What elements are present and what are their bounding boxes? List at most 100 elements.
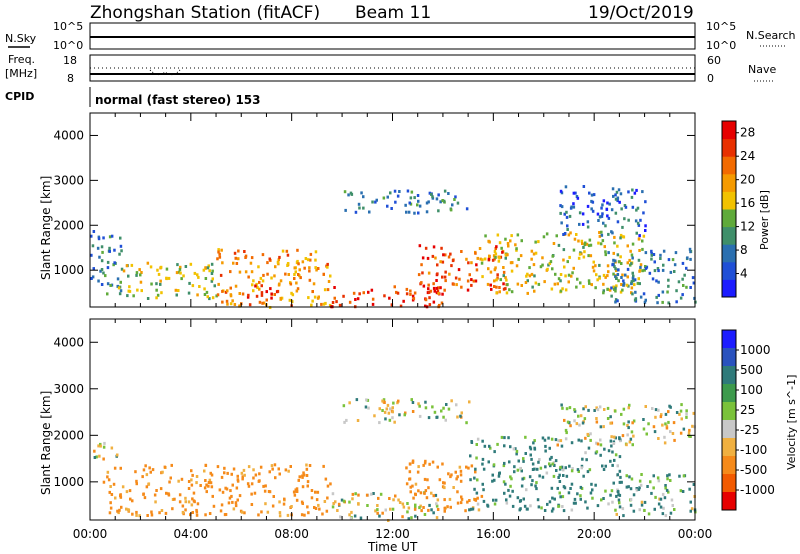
data-cell: [190, 483, 194, 487]
data-cell: [258, 280, 261, 284]
data-cell: [91, 275, 95, 279]
data-cell: [526, 507, 529, 511]
data-cell: [192, 491, 196, 495]
data-cell: [159, 282, 162, 286]
data-cell: [468, 499, 471, 502]
data-cell: [343, 420, 346, 424]
data-cell: [556, 282, 559, 286]
data-cell: [262, 301, 266, 305]
data-cell: [496, 233, 500, 237]
data-cell: [301, 260, 305, 264]
data-cell: [348, 401, 351, 405]
y-tick-label: 4000: [53, 128, 84, 142]
data-cell: [179, 271, 182, 275]
data-cell: [350, 510, 353, 514]
data-cell: [569, 231, 572, 235]
data-cell: [277, 467, 280, 471]
data-cell: [422, 463, 425, 467]
nave-tick-bottom: 0: [707, 72, 714, 85]
data-region: [93, 441, 119, 461]
data-cell: [384, 417, 387, 421]
data-cell: [612, 481, 615, 485]
data-cell: [626, 275, 629, 279]
data-cell: [679, 489, 683, 493]
data-cell: [550, 437, 554, 441]
data-cell: [328, 303, 332, 307]
data-cell: [255, 294, 259, 298]
data-cell: [116, 284, 119, 288]
data-cell: [614, 436, 617, 440]
data-cell: [260, 284, 263, 288]
data-cell: [487, 267, 490, 271]
y-tick-label: 3000: [53, 173, 84, 187]
data-cell: [278, 282, 281, 286]
data-cell: [234, 501, 238, 505]
data-cell: [509, 484, 512, 488]
data-cell: [297, 478, 300, 482]
data-cell: [502, 480, 506, 484]
data-cell: [502, 274, 505, 278]
data-cell: [340, 498, 344, 502]
data-cell: [293, 277, 296, 280]
data-cell: [495, 245, 498, 249]
data-cell: [276, 289, 280, 293]
data-cell: [431, 460, 435, 464]
data-cell: [241, 475, 244, 479]
colorbar-swatch: [722, 492, 736, 511]
data-cell: [381, 399, 384, 403]
data-cell: [243, 250, 246, 253]
data-cell: [690, 507, 694, 511]
data-cell: [151, 468, 155, 472]
data-cell: [680, 403, 683, 407]
data-cell: [128, 285, 131, 289]
data-cell: [108, 235, 112, 239]
date-label: 19/Oct/2019: [588, 3, 694, 23]
data-cell: [250, 482, 254, 486]
data-cell: [650, 249, 653, 253]
data-cell: [595, 450, 599, 454]
colorbar-tick-label: -1000: [740, 483, 775, 497]
data-cell: [331, 505, 335, 509]
data-cell: [411, 294, 415, 298]
data-cell: [424, 406, 428, 410]
data-cell: [526, 272, 529, 276]
data-cell: [686, 256, 689, 260]
data-cell: [165, 267, 169, 271]
data-cell: [212, 504, 216, 508]
data-cell: [236, 498, 239, 502]
data-cell: [235, 486, 239, 490]
data-cell: [92, 230, 96, 233]
data-cell: [442, 406, 445, 410]
data-cell: [598, 405, 602, 409]
data-cell: [517, 459, 520, 463]
data-cell: [205, 490, 208, 494]
data-cell: [378, 514, 381, 518]
data-cell: [474, 251, 477, 255]
data-cell: [572, 202, 575, 206]
data-cell: [226, 471, 229, 475]
data-cell: [629, 249, 632, 253]
data-cell: [620, 276, 623, 279]
data-cell: [465, 421, 468, 425]
data-cell: [566, 228, 569, 231]
data-cell: [147, 482, 151, 486]
data-cell: [577, 470, 580, 473]
data-cell: [392, 401, 395, 405]
data-cell: [475, 263, 478, 267]
data-cell: [99, 442, 102, 446]
data-cell: [625, 283, 629, 287]
data-cell: [448, 497, 452, 501]
data-cell: [175, 271, 179, 275]
data-cell: [250, 492, 253, 496]
data-cell: [556, 486, 559, 490]
data-cell: [664, 422, 667, 426]
data-cell: [339, 515, 342, 519]
data-cell: [588, 468, 592, 472]
data-cell: [99, 269, 102, 273]
data-cell: [572, 248, 576, 252]
data-cell: [260, 293, 264, 297]
data-cell: [631, 421, 634, 425]
data-cell: [354, 210, 358, 214]
data-cell: [483, 444, 487, 448]
data-cell: [644, 200, 647, 204]
